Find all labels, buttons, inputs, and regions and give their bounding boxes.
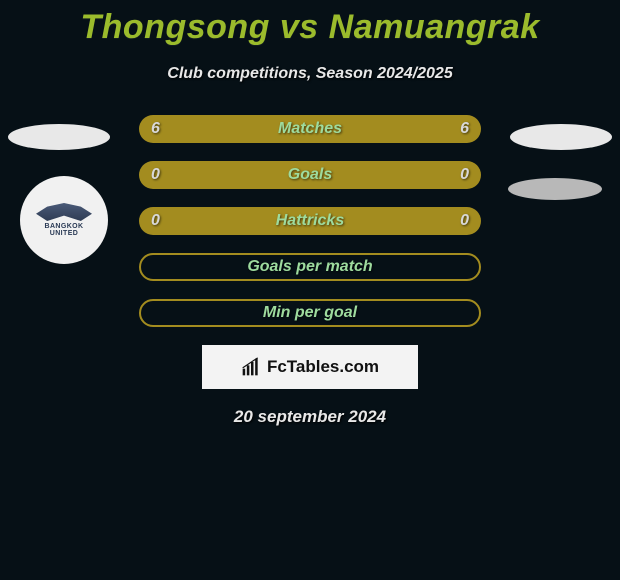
player2-secondary-placeholder — [508, 178, 602, 200]
bar-chart-icon — [241, 357, 261, 377]
stat-value-left: 6 — [139, 120, 173, 138]
stat-value-right: 0 — [447, 166, 481, 184]
stat-value-right: 6 — [447, 120, 481, 138]
stat-value-left: 0 — [139, 166, 173, 184]
club-badge-line2: UNITED — [50, 230, 78, 237]
stat-row-matches: 6 Matches 6 — [139, 115, 481, 143]
watermark-text: FcTables.com — [267, 357, 379, 377]
stat-label: Goals per match — [175, 258, 445, 276]
subtitle: Club competitions, Season 2024/2025 — [0, 65, 620, 83]
player2-headshot-placeholder — [510, 124, 612, 150]
stat-row-goals: 0 Goals 0 — [139, 161, 481, 189]
club-badge: BANGKOK UNITED — [20, 176, 108, 264]
stat-value-right: 0 — [447, 212, 481, 230]
stat-label: Min per goal — [175, 304, 445, 322]
stat-value-left: 0 — [139, 212, 173, 230]
club-badge-wings-icon — [36, 203, 92, 221]
page-title: Thongsong vs Namuangrak — [0, 0, 620, 47]
club-badge-line1: BANGKOK — [45, 223, 84, 230]
stat-row-hattricks: 0 Hattricks 0 — [139, 207, 481, 235]
stat-label: Hattricks — [173, 212, 447, 230]
stat-row-min-per-goal: Min per goal — [139, 299, 481, 327]
stat-row-goals-per-match: Goals per match — [139, 253, 481, 281]
date-text: 20 september 2024 — [0, 407, 620, 427]
player1-headshot-placeholder — [8, 124, 110, 150]
stat-label: Goals — [173, 166, 447, 184]
watermark: FcTables.com — [202, 345, 418, 389]
stat-label: Matches — [173, 120, 447, 138]
